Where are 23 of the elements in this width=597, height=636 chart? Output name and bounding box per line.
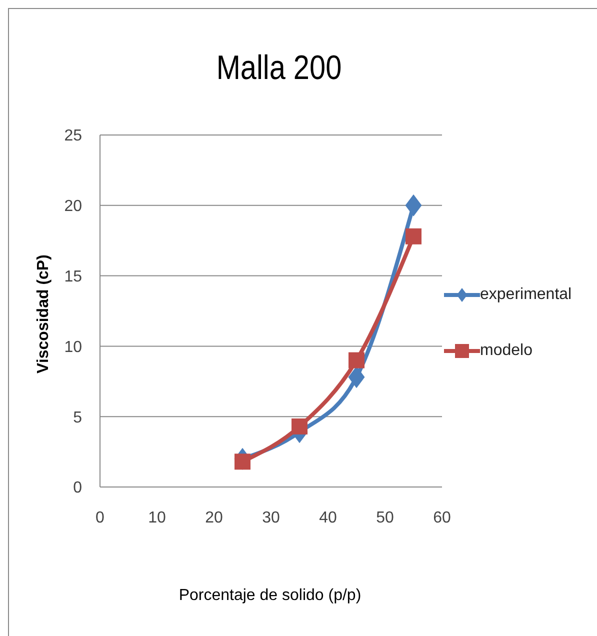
y-tick-label: 25 (64, 128, 82, 145)
point (406, 228, 422, 244)
x-tick-label: 50 (376, 509, 394, 526)
y-axis-title: Viscosidad (cP) (34, 254, 53, 376)
legend-label: modelo (480, 342, 532, 360)
y-tick-label: 0 (73, 480, 82, 497)
point (348, 366, 365, 388)
x-axis-title: Porcentaje de solido (p/p) (178, 587, 362, 605)
point (405, 194, 422, 216)
y-tick-label: 20 (64, 198, 82, 216)
x-tick-label: 20 (205, 509, 223, 526)
y-tick-label: 5 (73, 409, 82, 426)
x-tick-label: 10 (148, 509, 166, 526)
x-tick-label: 60 (433, 509, 451, 526)
y-tick-label: 10 (64, 338, 82, 356)
x-tick-label: 30 (262, 509, 280, 526)
point (292, 418, 308, 434)
legend-label: experimental (480, 286, 572, 304)
y-tick-label: 15 (64, 268, 82, 286)
x-tick-label: 0 (96, 509, 105, 526)
point (348, 352, 364, 368)
chart-title: Malla 200 (215, 49, 343, 88)
x-tick-label: 40 (319, 509, 337, 526)
